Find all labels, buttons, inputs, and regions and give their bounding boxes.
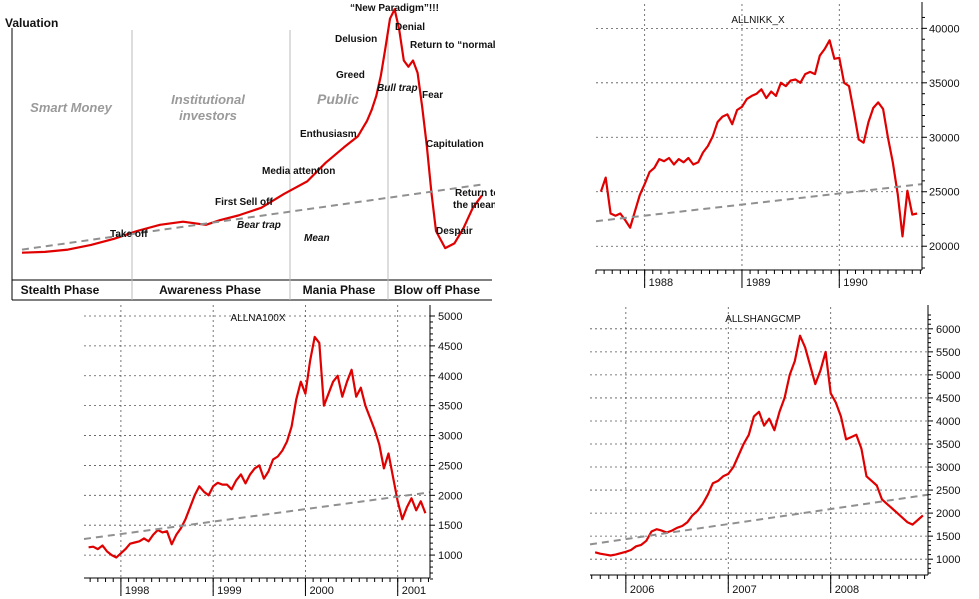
axes [84, 305, 435, 596]
y-tick-label: 5500 [936, 347, 960, 359]
x-tick-labels: 1998 1999 2000 2001 [125, 585, 426, 597]
annotation-enthusiasm: Enthusiasm [300, 129, 357, 140]
y-tick-label: 1500 [438, 520, 462, 532]
annotation-first-sell-off: First Sell off [215, 197, 273, 208]
annotation-greed: Greed [336, 70, 365, 81]
chart-title: ALLNA100X [230, 313, 285, 324]
price-line [21, 8, 483, 254]
mean-line [595, 183, 923, 223]
annotation-fear: Fear [422, 90, 443, 101]
annotation-return-to-the-mean: Return tothe mean [453, 188, 495, 211]
y-tick-label: 5000 [936, 370, 960, 382]
x-tick-label: 1988 [649, 277, 673, 289]
nasdaq-chart: ALLNA100X 1000 1500 2000 2500 3000 3500 4000 45… [83, 305, 462, 597]
y-tick-label: 1500 [936, 531, 960, 543]
nikkei-chart: ALLNIKK_X 20000 25000 30000 35000 40000 1988… [595, 2, 960, 289]
y-tick-label: 20000 [929, 241, 960, 253]
x-tick-labels: 1988 1989 1990 [649, 277, 868, 289]
y-tick-label: 1000 [936, 554, 960, 566]
series-lines [83, 335, 431, 559]
y-tick-label: 2000 [438, 490, 462, 502]
y-tick-label: 35000 [929, 78, 960, 90]
bubble-lines [21, 8, 483, 254]
mean-line [21, 183, 483, 251]
y-tick-label: 2000 [936, 508, 960, 520]
axes [590, 305, 933, 593]
grid [596, 4, 922, 288]
y-tick-label: 5000 [438, 311, 462, 323]
series-lines [589, 334, 929, 557]
y-tick-label: 4500 [936, 393, 960, 405]
annotation-take-off: Take off [110, 229, 148, 240]
chart-title: ALLNIKK_X [731, 15, 785, 26]
annotation-despair: Despair [436, 226, 473, 237]
annotation-bear-trap: Bear trap [237, 220, 281, 231]
annotation-mean: Mean [304, 233, 330, 244]
x-tick-label: 2008 [835, 584, 859, 596]
x-tick-label: 1999 [217, 585, 241, 597]
y-tick-label: 1000 [438, 550, 462, 562]
y-tick-label: 3000 [438, 431, 462, 443]
y-tick-label: 30000 [929, 132, 960, 144]
price-line [599, 39, 918, 238]
chart-title: ALLSHANGCMP [725, 314, 801, 325]
x-tick-label: 2000 [309, 585, 333, 597]
price-line [88, 335, 427, 559]
x-tick-label: 1989 [746, 277, 770, 289]
grid [84, 305, 430, 596]
grid [590, 307, 928, 593]
bubble-phases-chart: Valuation Smart Money Institutional inves… [0, 0, 495, 305]
y-axis-label: Valuation [5, 16, 58, 30]
y-tick-labels: 1000 1500 2000 2500 3000 3500 4000 4500 5000 5500… [936, 324, 960, 566]
mean-line [589, 493, 929, 546]
annotation-new-paradigm: “New Paradigm”!!! [350, 3, 439, 14]
participant-smart-money: Smart Money [30, 100, 112, 115]
y-tick-labels: 20000 25000 30000 35000 40000 [929, 23, 960, 253]
price-line [594, 334, 924, 557]
annotation-capitulation: Capitulation [426, 139, 484, 150]
x-tick-label: 1998 [125, 585, 149, 597]
y-tick-labels: 1000 1500 2000 2500 3000 3500 4000 4500 5000 [438, 311, 462, 562]
axes [595, 2, 927, 288]
x-tick-label: 1990 [843, 277, 867, 289]
y-tick-label: 4000 [438, 371, 462, 383]
y-tick-label: 3000 [936, 462, 960, 474]
annotation-media-attention: Media attention [262, 166, 335, 177]
phase-stealth: Stealth Phase [21, 283, 100, 297]
y-tick-label: 4500 [438, 341, 462, 353]
annotation-return-to-normal: Return to “normal” [410, 40, 495, 51]
participant-institutional: Institutional investors [171, 92, 245, 123]
x-tick-labels: 2006 2007 2008 [630, 584, 859, 596]
series-lines [595, 39, 923, 238]
mean-line [83, 491, 431, 540]
y-tick-label: 2500 [936, 485, 960, 497]
phase-awareness: Awareness Phase [159, 283, 261, 297]
shanghai-chart: ALLSHANGCMP 1000 1500 2000 2500 3000 3500 4000… [589, 305, 960, 596]
y-tick-label: 25000 [929, 187, 960, 199]
y-tick-label: 3500 [936, 439, 960, 451]
phase-blow-off: Blow off Phase [394, 283, 480, 297]
y-tick-label: 40000 [929, 23, 960, 35]
y-tick-label: 3500 [438, 401, 462, 413]
phase-mania: Mania Phase [303, 283, 376, 297]
y-tick-label: 6000 [936, 324, 960, 336]
annotation-delusion: Delusion [335, 34, 377, 45]
participant-public: Public [317, 91, 359, 107]
x-tick-label: 2007 [732, 584, 756, 596]
x-tick-label: 2006 [630, 584, 654, 596]
y-tick-label: 2500 [438, 460, 462, 472]
annotation-denial: Denial [395, 22, 425, 33]
annotation-bull-trap: Bull trap [377, 83, 418, 94]
y-tick-label: 4000 [936, 416, 960, 428]
x-tick-label: 2001 [402, 585, 426, 597]
